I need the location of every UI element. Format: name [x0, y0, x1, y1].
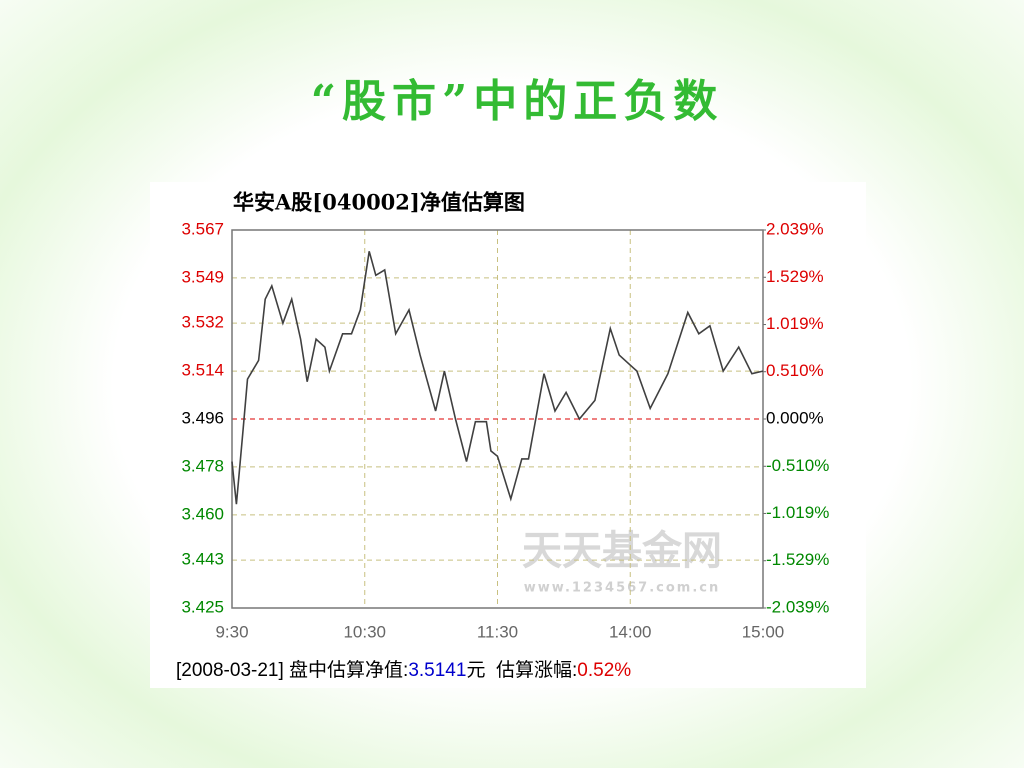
footer-change: 0.52% [577, 660, 631, 681]
footer-nav-label: 盘中估算净值: [284, 659, 409, 681]
y2-tick-label: 2.039% [766, 219, 824, 238]
footer-change-label: 估算涨幅: [485, 659, 577, 681]
y-tick-label: 3.460 [181, 504, 224, 523]
y-tick-label: 3.514 [181, 361, 224, 380]
footer-date: [2008-03-21] [176, 660, 284, 681]
y2-tick-label: 0.510% [766, 361, 824, 380]
x-tick-label: 10:30 [343, 622, 386, 641]
x-tick-label: 9:30 [215, 622, 248, 641]
chart-background [150, 182, 866, 688]
y-tick-label: 3.443 [181, 550, 224, 569]
y-tick-label: 3.496 [181, 408, 224, 427]
slide-title: “股市”中的正负数 [310, 76, 724, 127]
y-tick-label: 3.532 [181, 313, 224, 332]
y-tick-label: 3.549 [181, 267, 224, 286]
y2-tick-label: 1.019% [766, 314, 824, 333]
y2-tick-label: -1.019% [766, 503, 829, 522]
y2-tick-label: -1.529% [766, 550, 829, 569]
x-tick-label: 14:00 [609, 622, 652, 641]
x-tick-label: 11:30 [477, 622, 518, 641]
x-tick-label: 15:00 [742, 622, 785, 641]
footer: [2008-03-21] 盘中估算净值:3.5141元 估算涨幅:0.52% [176, 659, 631, 681]
price-line [231, 251, 764, 505]
watermark: 天天基金网 [522, 528, 722, 574]
watermark-url: www.1234567.com.cn [524, 581, 720, 596]
y2-tick-label: 0.000% [766, 408, 824, 427]
y-tick-label: 3.567 [181, 219, 224, 238]
plot-frame [231, 229, 764, 609]
footer-unit: 元 [466, 660, 485, 681]
y-tick-label: 3.425 [181, 597, 224, 616]
y2-tick-label: -2.039% [766, 597, 829, 616]
y2-tick-label: -0.510% [766, 456, 829, 475]
y2-tick-label: 1.529% [766, 267, 824, 286]
y-tick-label: 3.478 [181, 456, 224, 475]
chart-title: 华安A股[040002]净值估算图 [233, 190, 525, 215]
footer-nav: 3.5141 [408, 660, 466, 681]
